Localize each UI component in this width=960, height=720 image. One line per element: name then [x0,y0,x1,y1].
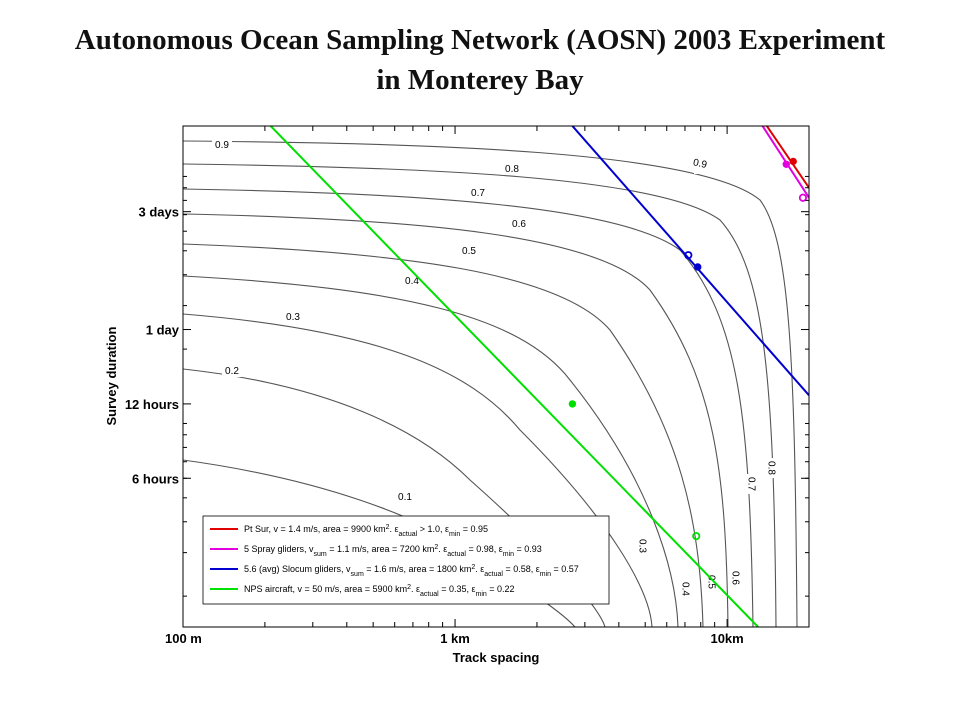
contour-labels: 0.9 0.9 0.8 0.8 0.7 0.7 0.6 0.6 0.5 0.5 0.4 0.4 0.3 0… [212,139,777,599]
contour-label-left-0.2: 0.2 [225,366,239,377]
series-marker-3-1 [692,531,701,541]
series-marker-3-0 [568,400,577,408]
contour-line-0.6 [183,213,729,627]
x-tick-label: 1 km [440,631,470,646]
contour-line-0.4 [183,275,679,627]
chart-title-line-2: in Monterey Bay [376,64,584,96]
contour-label-right-0.9: 0.9 [692,157,708,171]
series-marker-1-1 [798,193,808,202]
contour-line-0.7 [183,188,754,627]
contour-line-0.9 [183,140,798,627]
contour-label-bg [468,187,488,199]
chart-title: Autonomous Ocean Sampling Network (AOSN)… [0,20,960,100]
contour-label-left-0.8: 0.8 [505,164,519,175]
contour-line-0.8 [183,163,777,627]
contour-label-bg [694,154,706,174]
survey-series [269,126,809,627]
contour-label-left-0.1: 0.1 [398,492,412,503]
contour-label-left-0.9: 0.9 [215,140,229,151]
legend-entry-0: Pt Sur, v = 1.4 m/s, area = 9900 km2. εa… [244,524,488,538]
plot-frame [182,125,810,628]
contour-label-bg [705,572,717,592]
series-marker-2-1 [694,263,702,271]
axis-tick-labels: 100 m 1 km 10km 6 hours 12 hours 1 day 3 days [125,205,744,646]
axis-ticks [182,126,810,627]
legend: Pt Sur, v = 1.4 m/s, area = 9900 km2. εa… [202,515,610,605]
y-tick-label: 1 day [146,323,180,338]
contour-label-bg [679,579,691,599]
contour-label-left-0.6: 0.6 [512,219,526,230]
contour-label-bg [636,536,648,556]
y-tick-label: 6 hours [132,471,179,486]
series-line-0 [766,126,809,189]
y-tick-label: 3 days [139,205,179,220]
contour-label-left-0.5: 0.5 [462,246,476,257]
series-marker-2-0 [684,251,693,260]
series-marker-1-0 [782,160,790,168]
contour-line-0.5 [183,243,704,627]
contour-label-right-0.3: 0.3 [636,539,647,553]
x-tick-label: 100 m [165,631,202,646]
contour-label-left-0.7: 0.7 [471,188,485,199]
contour-label-right-0.4: 0.4 [679,582,690,596]
legend-entry-1: 5 Spray gliders, vsum = 1.1 m/s, area = … [244,544,542,558]
contour-label-bg [745,474,757,494]
contour-label-bg [222,365,242,377]
contour-label-bg [212,139,232,151]
y-axis-label: Survey duration [104,326,119,425]
contour-label-bg [395,491,415,503]
chart-title-line-1: Autonomous Ocean Sampling Network (AOSN)… [74,24,886,56]
y-tick-label: 12 hours [125,397,179,412]
contour-label-bg [502,163,522,175]
contour-label-left-0.3: 0.3 [286,312,300,323]
contour-label-bg [283,311,303,323]
contour-line-0.3 [183,313,653,627]
contour-label-bg [509,218,529,230]
contour-label-bg [729,568,741,588]
contour-label-right-0.6: 0.6 [729,571,740,585]
series-line-2 [571,126,809,396]
x-axis-label: Track spacing [453,650,540,665]
legend-entry-3: NPS aircraft, v = 50 m/s, area = 5900 km… [244,584,515,598]
series-marker-0-0 [789,157,797,166]
contour-label-bg [459,245,479,257]
contour-label-right-0.7: 0.7 [745,477,756,491]
contour-label-right-0.8: 0.8 [765,461,776,475]
legend-entry-2: 5.6 (avg) Slocum gliders, vsum = 1.6 m/s… [244,564,579,578]
x-tick-label: 10km [710,631,743,646]
series-line-3 [269,126,759,627]
contour-label-left-0.4: 0.4 [405,276,419,287]
contour-label-right-0.5: 0.5 [705,575,716,589]
contour-label-bg [402,275,422,287]
legend-box [202,515,610,605]
contour-label-bg [765,458,777,478]
